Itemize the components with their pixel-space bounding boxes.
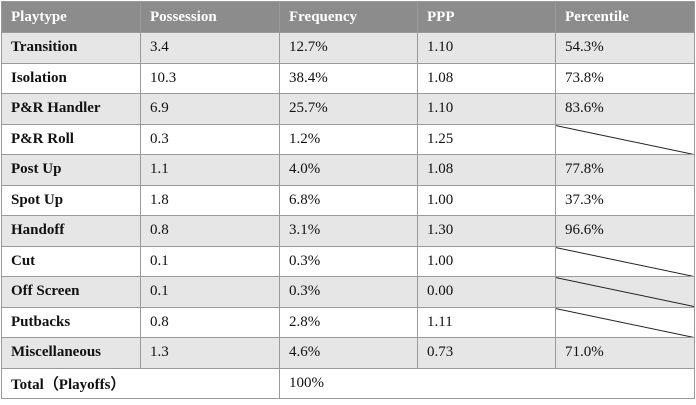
header-possession: Possession bbox=[140, 1, 280, 33]
header-playtype: Playtype bbox=[1, 1, 141, 33]
table-row: Cut 0.1 0.3% 1.00 bbox=[1, 245, 695, 277]
cell-ppp: 1.10 bbox=[417, 32, 556, 64]
table-row: Miscellaneous 1.3 4.6% 0.73 71.0% bbox=[1, 337, 695, 369]
cell-possession: 0.1 bbox=[140, 245, 280, 277]
cell-percentile: 83.6% bbox=[555, 93, 695, 125]
cell-ppp: 1.10 bbox=[417, 93, 556, 125]
diagonal-slash-icon bbox=[556, 277, 694, 307]
total-frequency: 100% bbox=[279, 367, 695, 399]
cell-possession: 0.8 bbox=[140, 215, 280, 247]
cell-frequency: 4.0% bbox=[279, 154, 418, 186]
table-row: P&R Handler 6.9 25.7% 1.10 83.6% bbox=[1, 93, 695, 125]
cell-playtype: Transition bbox=[1, 32, 141, 64]
cell-frequency: 0.3% bbox=[279, 245, 418, 277]
diagonal-slash-icon bbox=[556, 308, 694, 338]
cell-percentile-empty bbox=[555, 123, 695, 155]
cell-percentile: 96.6% bbox=[555, 215, 695, 247]
cell-possession: 6.9 bbox=[140, 93, 280, 125]
cell-ppp: 0.73 bbox=[417, 337, 556, 369]
cell-possession: 1.3 bbox=[140, 337, 280, 369]
cell-percentile: 37.3% bbox=[555, 184, 695, 216]
cell-frequency: 3.1% bbox=[279, 215, 418, 247]
total-row: Total（Playoffs） 100% bbox=[1, 367, 695, 399]
cell-percentile: 73.8% bbox=[555, 62, 695, 94]
cell-ppp: 0.00 bbox=[417, 276, 556, 308]
cell-percentile-empty bbox=[555, 276, 695, 308]
cell-playtype: Isolation bbox=[1, 62, 141, 94]
cell-ppp: 1.08 bbox=[417, 62, 556, 94]
playtype-stats-table: Playtype Possession Frequency PPP Percen… bbox=[1, 1, 695, 399]
table-body: Transition 3.4 12.7% 1.10 54.3% Isolatio… bbox=[1, 32, 695, 399]
total-label: Total（Playoffs） bbox=[1, 367, 280, 399]
diagonal-slash-icon bbox=[556, 247, 694, 277]
cell-playtype: Cut bbox=[1, 245, 141, 277]
cell-possession: 10.3 bbox=[140, 62, 280, 94]
cell-ppp: 1.00 bbox=[417, 184, 556, 216]
cell-frequency: 12.7% bbox=[279, 32, 418, 64]
cell-percentile: 71.0% bbox=[555, 337, 695, 369]
table-row: Handoff 0.8 3.1% 1.30 96.6% bbox=[1, 215, 695, 247]
table-row: Isolation 10.3 38.4% 1.08 73.8% bbox=[1, 62, 695, 94]
cell-possession: 3.4 bbox=[140, 32, 280, 64]
cell-playtype: Handoff bbox=[1, 215, 141, 247]
cell-percentile: 77.8% bbox=[555, 154, 695, 186]
cell-playtype: Spot Up bbox=[1, 184, 141, 216]
cell-ppp: 1.25 bbox=[417, 123, 556, 155]
table-row: Spot Up 1.8 6.8% 1.00 37.3% bbox=[1, 184, 695, 216]
table-header-row: Playtype Possession Frequency PPP Percen… bbox=[1, 1, 695, 33]
header-frequency: Frequency bbox=[279, 1, 418, 33]
cell-playtype: Miscellaneous bbox=[1, 337, 141, 369]
cell-ppp: 1.00 bbox=[417, 245, 556, 277]
cell-percentile-empty bbox=[555, 306, 695, 338]
cell-percentile: 54.3% bbox=[555, 32, 695, 64]
cell-playtype: P&R Roll bbox=[1, 123, 141, 155]
cell-ppp: 1.08 bbox=[417, 154, 556, 186]
cell-frequency: 2.8% bbox=[279, 306, 418, 338]
diagonal-slash-icon bbox=[556, 125, 694, 155]
header-percentile: Percentile bbox=[555, 1, 695, 33]
cell-frequency: 4.6% bbox=[279, 337, 418, 369]
cell-frequency: 0.3% bbox=[279, 276, 418, 308]
cell-possession: 1.8 bbox=[140, 184, 280, 216]
cell-playtype: Post Up bbox=[1, 154, 141, 186]
cell-playtype: Putbacks bbox=[1, 306, 141, 338]
table-row: Transition 3.4 12.7% 1.10 54.3% bbox=[1, 32, 695, 64]
header-ppp: PPP bbox=[417, 1, 556, 33]
cell-ppp: 1.30 bbox=[417, 215, 556, 247]
table-row: Post Up 1.1 4.0% 1.08 77.8% bbox=[1, 154, 695, 186]
cell-frequency: 25.7% bbox=[279, 93, 418, 125]
cell-possession: 1.1 bbox=[140, 154, 280, 186]
cell-ppp: 1.11 bbox=[417, 306, 556, 338]
cell-possession: 0.8 bbox=[140, 306, 280, 338]
cell-frequency: 6.8% bbox=[279, 184, 418, 216]
cell-frequency: 1.2% bbox=[279, 123, 418, 155]
cell-playtype: P&R Handler bbox=[1, 93, 141, 125]
cell-frequency: 38.4% bbox=[279, 62, 418, 94]
cell-percentile-empty bbox=[555, 245, 695, 277]
table-row: Putbacks 0.8 2.8% 1.11 bbox=[1, 306, 695, 338]
cell-playtype: Off Screen bbox=[1, 276, 141, 308]
cell-possession: 0.1 bbox=[140, 276, 280, 308]
table-row: Off Screen 0.1 0.3% 0.00 bbox=[1, 276, 695, 308]
table-row: P&R Roll 0.3 1.2% 1.25 bbox=[1, 123, 695, 155]
cell-possession: 0.3 bbox=[140, 123, 280, 155]
